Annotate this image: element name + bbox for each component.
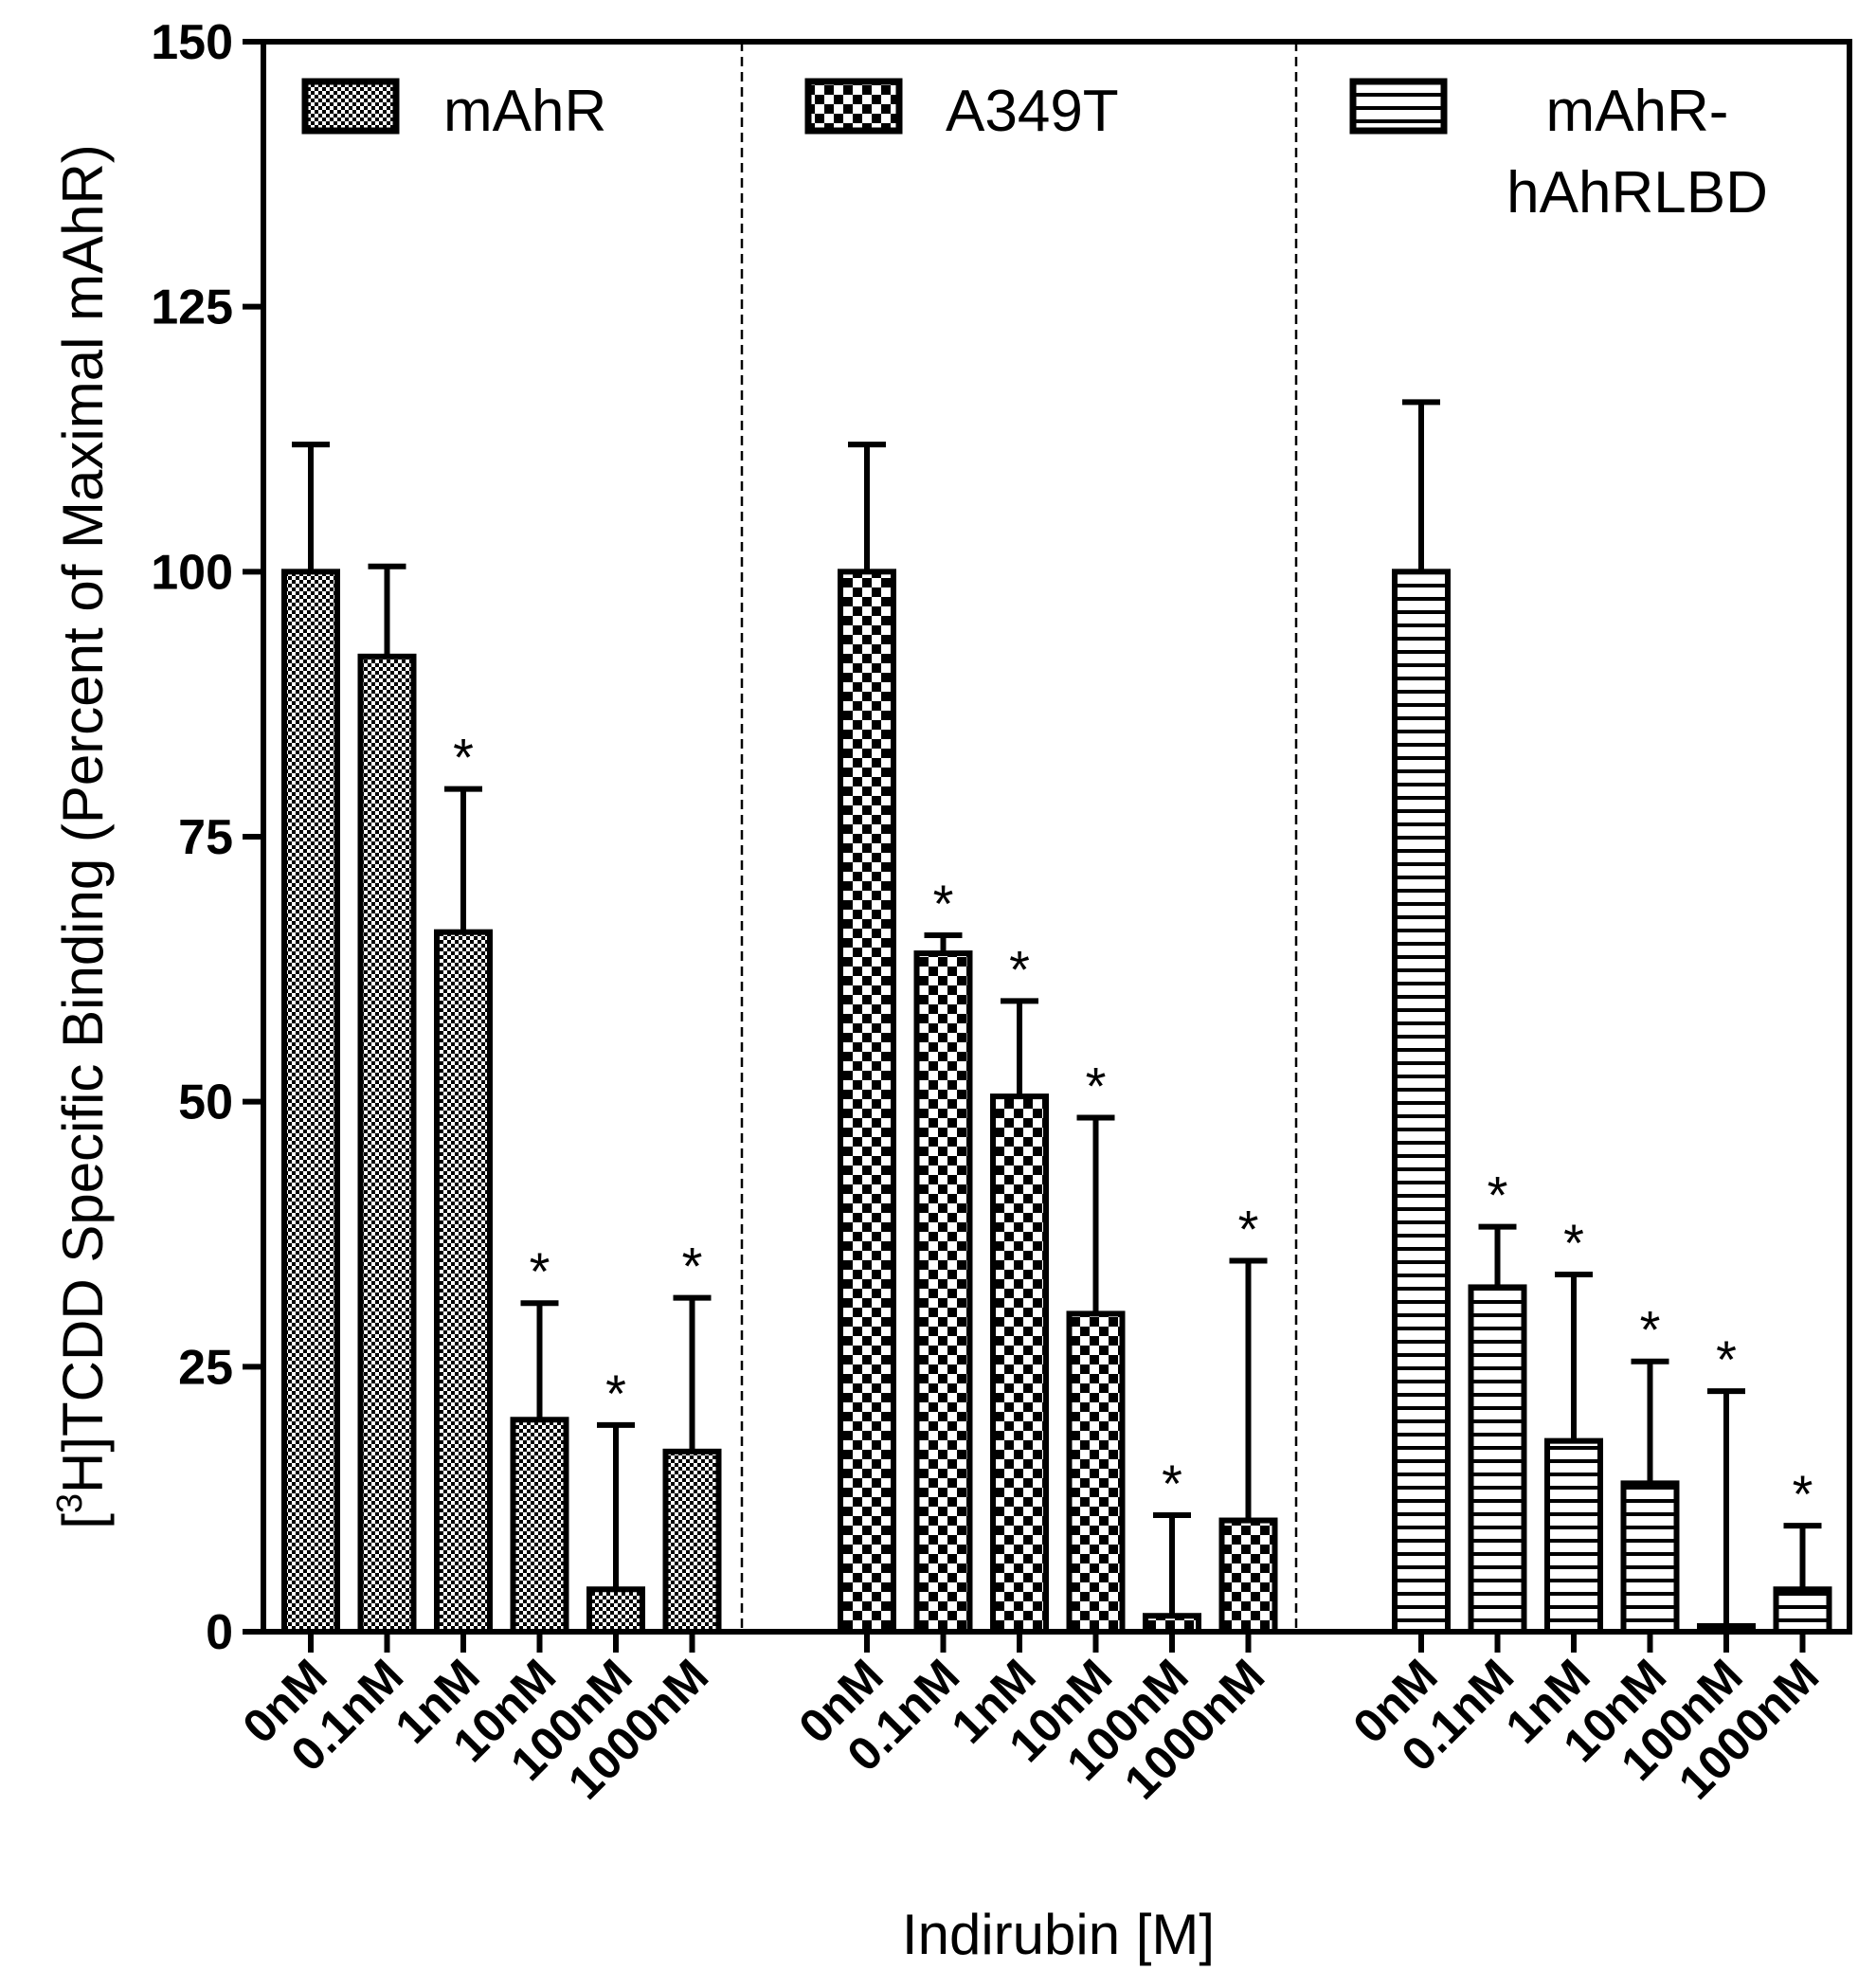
significance-star: * — [453, 728, 474, 787]
bar — [662, 1448, 722, 1635]
group-separators — [740, 42, 1298, 1632]
bar — [1544, 1437, 1603, 1636]
y-tick-label: 0 — [206, 1605, 233, 1660]
bar — [990, 1093, 1049, 1636]
legend-label: mAhR — [443, 79, 606, 144]
significance-star: * — [1793, 1464, 1813, 1524]
significance-star: * — [1086, 1056, 1107, 1115]
bar — [586, 1586, 645, 1635]
legend-swatch — [804, 78, 903, 135]
bar — [434, 929, 493, 1635]
x-axis-title: Indirubin [M] — [902, 1903, 1215, 1966]
legend-swatch — [1349, 78, 1448, 135]
bar — [1392, 569, 1451, 1635]
y-axis-title: [3H]TCDD Specific Binding (Percent of Ma… — [50, 144, 115, 1529]
significance-star: * — [682, 1237, 703, 1296]
bar — [838, 569, 896, 1635]
significance-star: * — [530, 1241, 550, 1301]
y-tick-label: 125 — [151, 280, 233, 335]
legend-label: mAhR- — [1546, 79, 1729, 144]
legend-label: hAhRLBD — [1506, 160, 1768, 226]
bar — [510, 1417, 569, 1636]
bar — [1066, 1310, 1126, 1636]
bar — [281, 569, 340, 1635]
significance-star: * — [1488, 1166, 1508, 1225]
y-tick-label: 75 — [178, 810, 233, 865]
bar — [1773, 1586, 1832, 1635]
y-tick-label: 25 — [178, 1340, 233, 1395]
bar — [1468, 1284, 1527, 1636]
significance-star: * — [1563, 1213, 1584, 1273]
y-tick-label: 50 — [178, 1075, 233, 1130]
significance-star: * — [605, 1364, 626, 1423]
bar — [913, 950, 973, 1635]
legend: mAhR A349T mAhR-hAhRLBD — [301, 78, 1768, 226]
bars — [281, 569, 1832, 1636]
bar — [1218, 1517, 1278, 1636]
legend-label: A349T — [946, 79, 1119, 144]
y-tick-label: 100 — [151, 545, 233, 600]
significance-star: * — [1640, 1300, 1661, 1360]
significance-star: * — [1162, 1454, 1182, 1513]
error-bars — [292, 399, 1822, 1629]
y-tick-label: 150 — [151, 15, 233, 70]
significance-star: * — [1238, 1199, 1259, 1258]
bar — [1620, 1480, 1680, 1636]
significance-star: * — [1716, 1329, 1737, 1389]
y-axis: 0 25 50 75 100 125 150 — [151, 15, 263, 1660]
plot-frame — [261, 39, 1852, 1635]
y-axis-title-text: [3H]TCDD Specific Binding (Percent of Ma… — [50, 144, 115, 1529]
legend-swatch — [301, 78, 400, 135]
significance-markers: * * * * * * * * * * * * * * — [453, 728, 1813, 1524]
significance-star: * — [1009, 939, 1030, 999]
significance-star: * — [933, 874, 954, 933]
bar — [357, 653, 417, 1635]
